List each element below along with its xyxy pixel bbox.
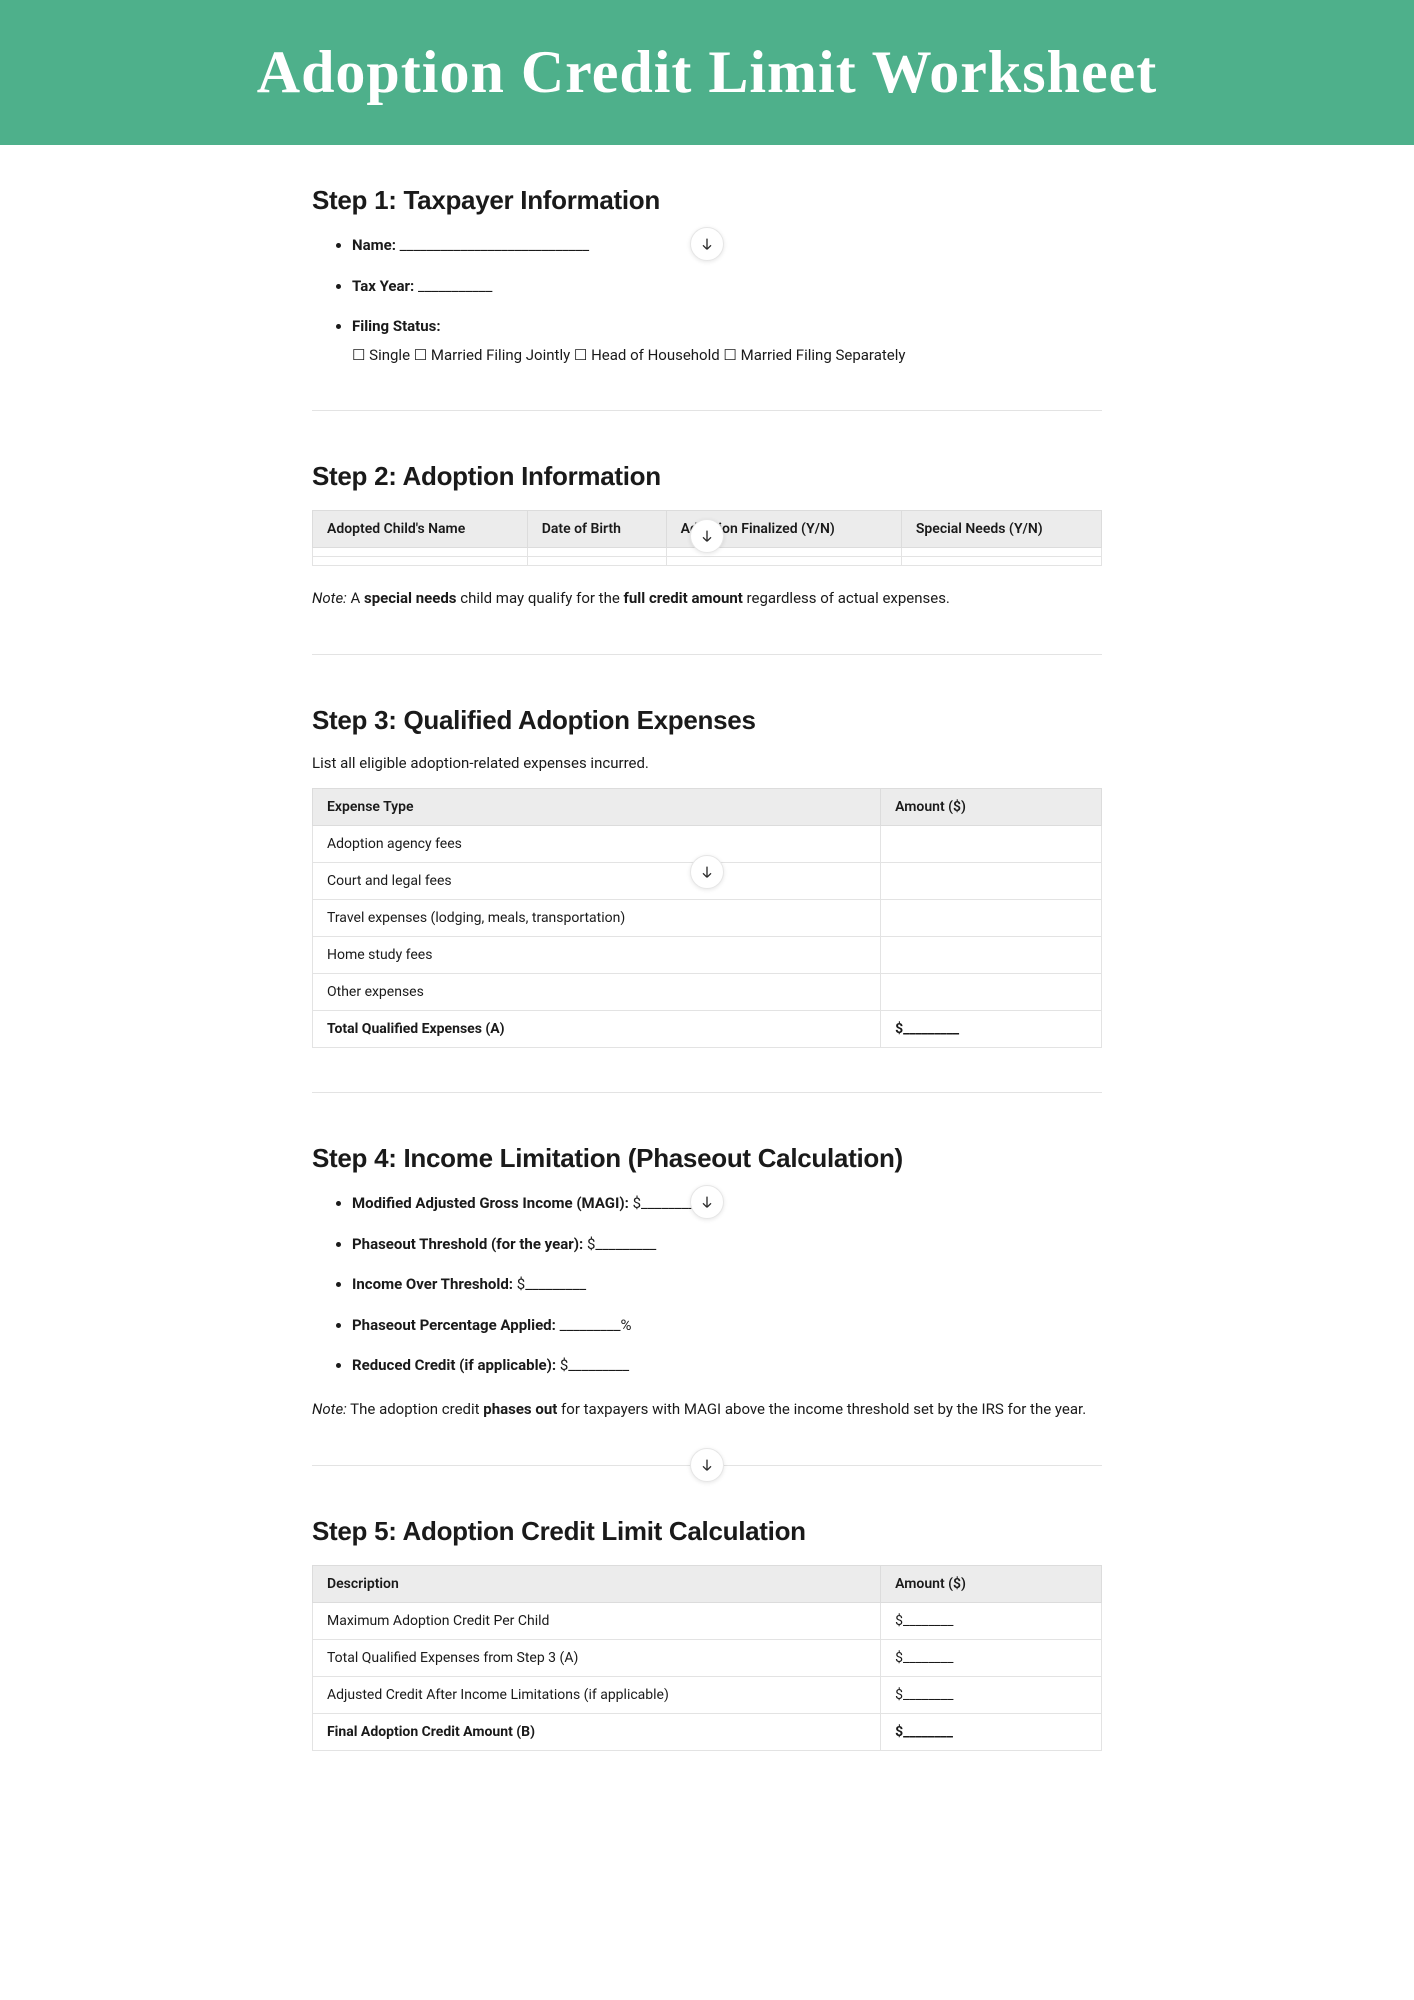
divider	[312, 654, 1102, 655]
step5-heading: Step 5: Adoption Credit Limit Calculatio…	[312, 1516, 1102, 1547]
worksheet-content: Step 1: Taxpayer Information Name: _____…	[312, 145, 1102, 1751]
step-2-section: Step 2: Adoption Information Adopted Chi…	[312, 461, 1102, 610]
col-dob: Date of Birth	[527, 511, 666, 548]
step4-heading: Step 4: Income Limitation (Phaseout Calc…	[312, 1143, 1102, 1174]
down-arrow-icon[interactable]	[690, 1448, 724, 1482]
page-header: Adoption Credit Limit Worksheet	[0, 0, 1414, 145]
final-row: Final Adoption Credit Amount (B)$_______…	[313, 1713, 1102, 1750]
divider	[312, 410, 1102, 411]
total-row: Total Qualified Expenses (A) $_________	[313, 1011, 1102, 1048]
table-row: Travel expenses (lodging, meals, transpo…	[313, 900, 1102, 937]
credit-calc-table: Description Amount ($) Maximum Adoption …	[312, 1565, 1102, 1751]
filing-status-options: ☐ Single ☐ Married Filing Jointly ☐ Head…	[352, 344, 1102, 367]
step-4-section: Step 4: Income Limitation (Phaseout Calc…	[312, 1143, 1102, 1421]
col-child-name: Adopted Child's Name	[313, 511, 528, 548]
magi-field: Modified Adjusted Gross Income (MAGI): $…	[352, 1192, 1102, 1215]
threshold-field: Phaseout Threshold (for the year): $____…	[352, 1233, 1102, 1256]
phaseout-pct-field: Phaseout Percentage Applied: _________%	[352, 1314, 1102, 1337]
table-row: Other expenses	[313, 974, 1102, 1011]
divider	[312, 1092, 1102, 1093]
step3-heading: Step 3: Qualified Adoption Expenses	[312, 705, 1102, 736]
col-description: Description	[313, 1565, 881, 1602]
taxyear-field: Tax Year: ___________	[352, 275, 1102, 298]
col-amount: Amount ($)	[881, 1565, 1102, 1602]
col-expense-type: Expense Type	[313, 789, 881, 826]
expenses-table: Expense Type Amount ($) Adoption agency …	[312, 788, 1102, 1048]
table-row: Home study fees	[313, 937, 1102, 974]
step-3-section: Step 3: Qualified Adoption Expenses List…	[312, 705, 1102, 1048]
step3-intro: List all eligible adoption-related expen…	[312, 754, 1102, 772]
reduced-credit-field: Reduced Credit (if applicable): $_______…	[352, 1354, 1102, 1377]
step-5-section: Step 5: Adoption Credit Limit Calculatio…	[312, 1466, 1102, 1751]
table-row: Maximum Adoption Credit Per Child$______…	[313, 1602, 1102, 1639]
name-field: Name: ____________________________	[352, 234, 1102, 257]
step2-heading: Step 2: Adoption Information	[312, 461, 1102, 492]
down-arrow-icon[interactable]	[690, 519, 724, 553]
step4-note: Note: The adoption credit phases out for…	[312, 1397, 1102, 1421]
page-title: Adoption Credit Limit Worksheet	[257, 39, 1158, 105]
step1-heading: Step 1: Taxpayer Information	[312, 185, 1102, 216]
down-arrow-icon[interactable]	[690, 855, 724, 889]
down-arrow-icon[interactable]	[690, 1185, 724, 1219]
table-row	[313, 557, 1102, 566]
filing-status-field: Filing Status: ☐ Single ☐ Married Filing…	[352, 315, 1102, 366]
step2-note: Note: A special needs child may qualify …	[312, 586, 1102, 610]
step4-list: Modified Adjusted Gross Income (MAGI): $…	[312, 1192, 1102, 1377]
over-threshold-field: Income Over Threshold: $_________	[352, 1273, 1102, 1296]
col-special-needs: Special Needs (Y/N)	[901, 511, 1101, 548]
step-1-section: Step 1: Taxpayer Information Name: _____…	[312, 185, 1102, 366]
down-arrow-icon[interactable]	[690, 227, 724, 261]
col-amount: Amount ($)	[881, 789, 1102, 826]
table-row: Adjusted Credit After Income Limitations…	[313, 1676, 1102, 1713]
table-row: Total Qualified Expenses from Step 3 (A)…	[313, 1639, 1102, 1676]
